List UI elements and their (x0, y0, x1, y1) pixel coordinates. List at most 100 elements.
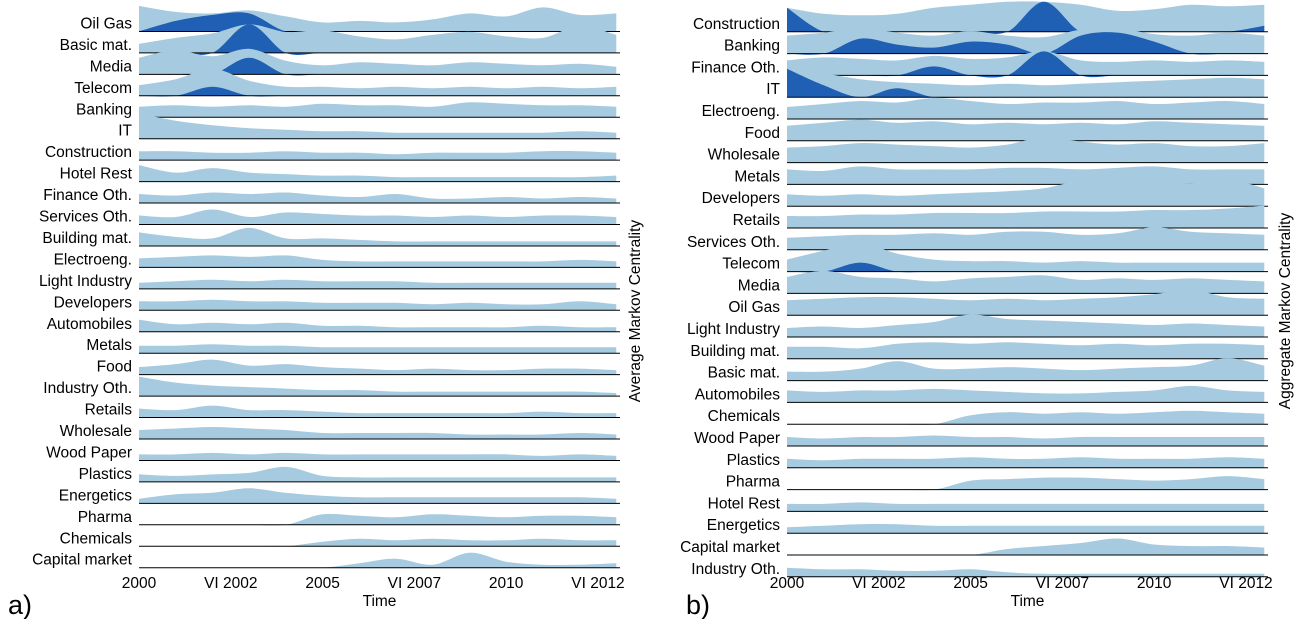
ridge-highlight-area (787, 32, 1265, 55)
ridge-chemicals: Chemicals (60, 530, 620, 547)
ridge-energetics: Energetics (707, 517, 1268, 534)
series-label: Electroeng. (54, 251, 132, 268)
series-label: Services Oth. (687, 234, 780, 251)
ridge-area (139, 255, 617, 268)
ridge-light-industry: Light Industry (39, 273, 620, 290)
y-axis-title: Average Markov Centrality (627, 220, 644, 403)
ridge-food: Food (745, 119, 1268, 142)
ridge-area (787, 205, 1265, 228)
series-label: Developers (702, 190, 781, 207)
ridge-area (787, 358, 1265, 381)
ridge-area (139, 466, 617, 482)
ridge-construction: Construction (45, 144, 620, 161)
ridge-area (787, 476, 1265, 491)
y-axis-title: Aggregate Markov Centrality (1277, 213, 1294, 410)
ridge-electroeng: Electroeng. (702, 97, 1268, 120)
ridge-area (139, 344, 617, 354)
series-label: Services Oth. (39, 209, 132, 226)
series-label: Hotel Rest (708, 495, 781, 512)
series-label: Building mat. (690, 343, 780, 360)
series-label: Metals (86, 337, 132, 354)
ridge-highlight-area (787, 1, 1265, 35)
series-label: Media (90, 58, 133, 75)
ridge-services-oth: Services Oth. (39, 209, 620, 226)
ridge-wood-paper: Wood Paper (46, 444, 620, 461)
series-label: IT (766, 81, 780, 98)
series-label: Plastics (79, 466, 133, 483)
panel-label: a) (8, 590, 32, 619)
panel-a: Oil Gas Basic mat. Media Telecom Banking IT Co… (8, 5, 644, 619)
ridge-area (787, 179, 1265, 207)
ridge-area (787, 270, 1265, 294)
x-tick-label: 2010 (1137, 575, 1172, 592)
ridge-highlight-area (787, 68, 1265, 98)
series-label: Telecom (74, 80, 132, 97)
series-label: Industry Oth. (691, 561, 780, 578)
ridge-highlight-area (787, 51, 1265, 78)
ridge-wholesale: Wholesale (60, 423, 620, 440)
ridge-basic-mat: Basic mat. (60, 24, 620, 55)
series-label: Industry Oth. (43, 380, 132, 397)
ridge-hotel-rest: Hotel Rest (60, 165, 620, 183)
series-label: Wholesale (60, 423, 132, 440)
ridge-developers: Developers (54, 294, 620, 311)
ridge-area (787, 342, 1265, 359)
series-label: Plastics (727, 452, 781, 469)
series-label: Capital market (680, 539, 781, 556)
ridge-highlight-area (139, 24, 617, 55)
series-label: Light Industry (39, 273, 132, 290)
ridge-area (787, 567, 1265, 577)
ridge-food: Food (97, 359, 620, 376)
ridge-highlight-area (139, 57, 617, 76)
ridge-banking: Banking (724, 27, 1268, 55)
series-label: Banking (76, 101, 132, 118)
ridge-area (139, 209, 617, 225)
ridge-finance-oth: Finance Oth. (691, 51, 1268, 78)
series-label: Electroeng. (702, 103, 780, 120)
series-label: Pharma (78, 509, 133, 526)
series-label: Developers (54, 294, 133, 311)
ridge-area (787, 166, 1265, 185)
x-tick-label: VI 2007 (1036, 575, 1089, 592)
series-label: IT (118, 123, 132, 140)
series-label: Chemicals (60, 530, 133, 547)
ridge-hotel-rest: Hotel Rest (708, 495, 1268, 512)
series-label: Finance Oth. (691, 59, 780, 76)
series-label: Building mat. (42, 230, 132, 247)
series-label: Pharma (726, 474, 781, 491)
ridge-developers: Developers (702, 179, 1268, 207)
series-label: Finance Oth. (43, 187, 132, 204)
ridge-area (139, 227, 617, 246)
series-label: Construction (45, 144, 132, 161)
ridge-area (139, 452, 617, 461)
ridge-capital-market: Capital market (32, 552, 620, 569)
series-label: Wood Paper (46, 444, 132, 461)
ridge-area (787, 410, 1265, 425)
series-label: Banking (724, 38, 780, 55)
ridge-plastics: Plastics (727, 452, 1268, 469)
ridge-capital-market: Capital market (680, 538, 1268, 556)
ridge-area (787, 314, 1265, 337)
ridge-area (787, 243, 1265, 272)
ridge-chemicals: Chemicals (708, 408, 1268, 425)
ridge-building-mat: Building mat. (690, 342, 1268, 360)
ridge-area (139, 279, 617, 289)
x-tick-label: VI 2007 (388, 575, 441, 592)
series-label: Oil Gas (728, 299, 780, 316)
ridge-area (139, 427, 617, 439)
ridge-plastics: Plastics (79, 466, 620, 483)
x-tick-label: 2005 (305, 575, 339, 592)
ridge-area (139, 376, 617, 397)
ridge-area (139, 359, 617, 375)
series-label: Wholesale (708, 147, 780, 164)
ridge-banking: Banking (76, 101, 620, 118)
ridge-it: IT (766, 68, 1268, 98)
panel-label: b) (686, 590, 710, 619)
ridge-it: IT (118, 113, 620, 140)
ridge-finance-oth: Finance Oth. (43, 187, 620, 204)
ridge-area (139, 113, 617, 139)
ridge-area (787, 289, 1265, 316)
ridge-area (139, 165, 617, 182)
x-tick-label: VI 2012 (571, 575, 624, 592)
